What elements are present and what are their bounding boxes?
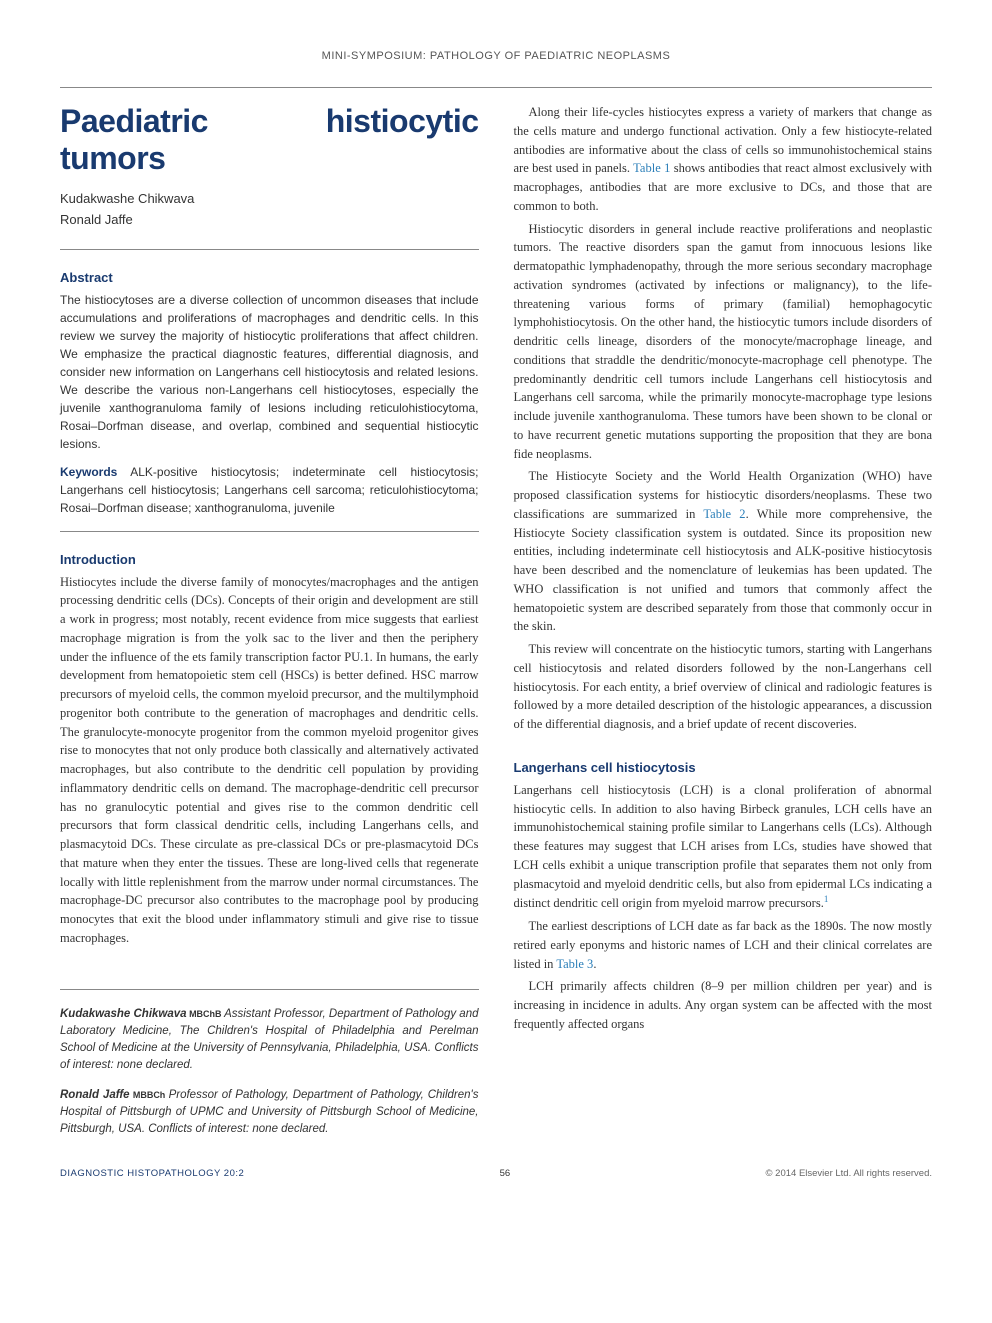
bio-degree: MBBCh [130, 1090, 169, 1100]
bio-degree: MBChB [187, 1009, 225, 1019]
top-divider [60, 87, 932, 88]
article-title: Paediatric histiocytic tumors [60, 103, 479, 177]
body-paragraph: Histiocytic disorders in general include… [514, 220, 933, 464]
text-segment: . [593, 957, 596, 971]
page-footer: DIAGNOSTIC HISTOPATHOLOGY 20:2 56 © 2014… [60, 1168, 932, 1179]
author-bio: Ronald Jaffe MBBCh Professor of Patholog… [60, 1087, 479, 1139]
body-paragraph: The earliest descriptions of LCH date as… [514, 917, 933, 973]
left-column: Paediatric histiocytic tumors Kudakwashe… [60, 103, 479, 1138]
keywords-text: ALK-positive histiocytosis; indeterminat… [60, 465, 479, 515]
bio-divider [60, 989, 479, 990]
body-paragraph: LCH primarily affects children (8–9 per … [514, 977, 933, 1033]
body-paragraph: This review will concentrate on the hist… [514, 640, 933, 734]
table-reference-link[interactable]: Table 3 [556, 957, 593, 971]
journal-citation: DIAGNOSTIC HISTOPATHOLOGY 20:2 [60, 1168, 244, 1179]
intro-heading: Introduction [60, 552, 479, 567]
citation-link[interactable]: 1 [824, 894, 829, 904]
keywords-divider [60, 531, 479, 532]
two-column-layout: Paediatric histiocytic tumors Kudakwashe… [60, 103, 932, 1138]
copyright-text: © 2014 Elsevier Ltd. All rights reserved… [766, 1168, 932, 1179]
category-header: MINI-SYMPOSIUM: PATHOLOGY OF PAEDIATRIC … [60, 50, 932, 62]
body-paragraph: The Histiocyte Society and the World Hea… [514, 467, 933, 636]
text-segment: Langerhans cell histiocytosis (LCH) is a… [514, 783, 933, 911]
body-paragraph: Along their life-cycles histiocytes expr… [514, 103, 933, 216]
table-reference-link[interactable]: Table 1 [633, 161, 670, 175]
right-column: Along their life-cycles histiocytes expr… [514, 103, 933, 1138]
bio-name: Kudakwashe Chikwava [60, 1008, 187, 1020]
keywords-label: Keywords [60, 465, 117, 479]
text-segment: . While more comprehensive, the Histiocy… [514, 507, 933, 634]
author-list: Kudakwashe Chikwava Ronald Jaffe [60, 189, 479, 231]
page-number: 56 [500, 1168, 511, 1179]
abstract-text: The histiocytoses are a diverse collecti… [60, 291, 479, 453]
body-paragraph: Langerhans cell histiocytosis (LCH) is a… [514, 781, 933, 913]
intro-paragraph: Histiocytes include the diverse family o… [60, 573, 479, 948]
author-bio: Kudakwashe Chikwava MBChB Assistant Prof… [60, 1006, 479, 1075]
keywords-block: Keywords ALK-positive histiocytosis; ind… [60, 463, 479, 517]
author-divider [60, 249, 479, 250]
author-name: Ronald Jaffe [60, 210, 479, 231]
abstract-heading: Abstract [60, 270, 479, 285]
lch-heading: Langerhans cell histiocytosis [514, 760, 933, 775]
table-reference-link[interactable]: Table 2 [703, 507, 745, 521]
bio-name: Ronald Jaffe [60, 1089, 130, 1101]
author-name: Kudakwashe Chikwava [60, 189, 479, 210]
vertical-spacer [60, 952, 479, 977]
